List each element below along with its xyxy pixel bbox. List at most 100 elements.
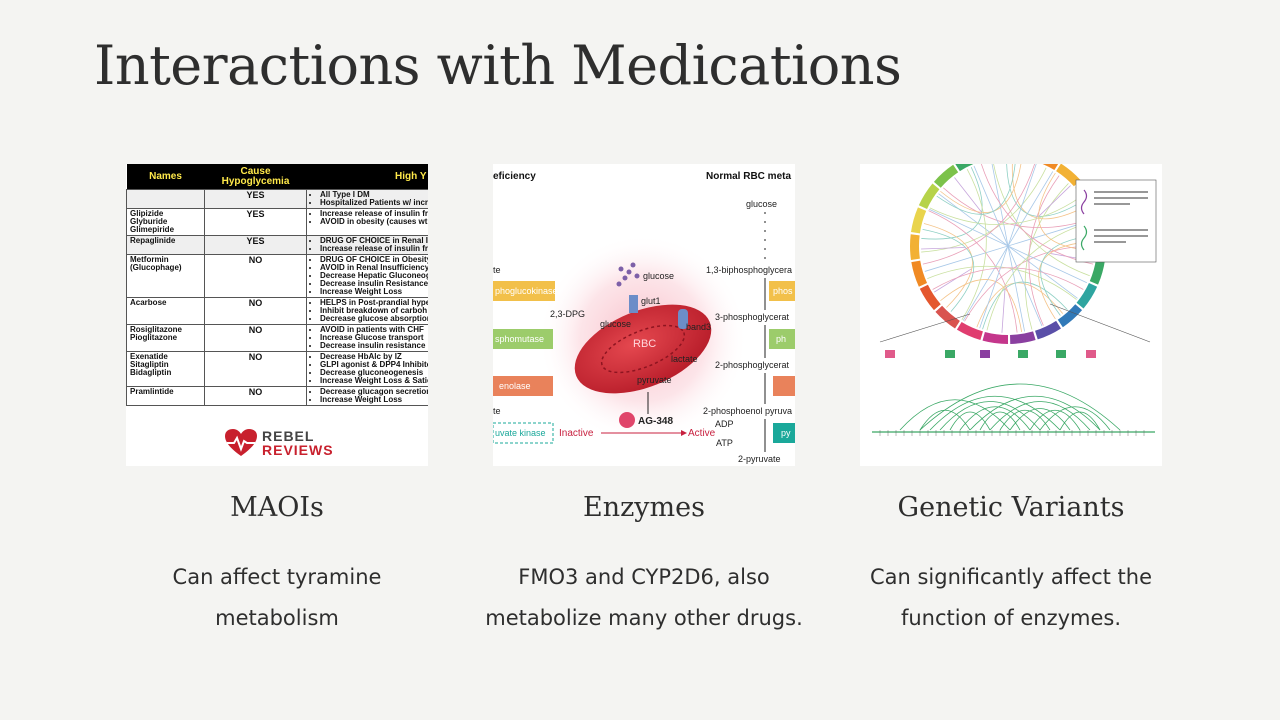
high-yield-note: Increase Weight Loss & Satie [320,377,428,385]
interaction-link [961,168,987,320]
zoom-line-left [879,313,971,343]
linkage-arc [979,411,1021,431]
interaction-link [936,164,1016,215]
card-maois: Names Cause Hypoglycemia High Y YESAll T… [126,164,428,639]
genetic-circos-image [860,164,1162,466]
chromosome-ticks [879,430,1145,436]
card-title-enzymes: Enzymes [582,492,705,523]
active-label: Active [688,428,716,439]
high-yield-note: Increase Weight Loss [320,288,425,296]
chromosome-segment [933,164,959,188]
left-enzyme-boxes: phoglucokinase sphomutase enolase uvate … [493,281,558,444]
interaction-link [940,279,1023,332]
table-row: YESAll Type I DMHospitalized Patients w/… [126,189,428,209]
glucose-molecules [616,262,640,287]
enzyme-box-label: sphomutase [495,334,544,344]
chromosome-segment [1089,258,1106,285]
high-yield-note: Decrease Hepatic Gluconeog [320,272,428,280]
gene-marker [1056,350,1066,358]
table-header-row: Names Cause Hypoglycemia High Y [126,164,428,190]
side-box-label: ph [776,334,786,344]
interaction-link [922,229,975,312]
desc-line: FMO3 and CYP2D6, also [518,565,770,589]
card-enzymes: eficiency Normal RBC meta glucose 1,3-bi… [485,164,803,639]
enzyme-box-label: uvate kinase [495,428,546,438]
high-yield-note: Decrease glucose absorption [320,315,428,323]
chromosome-segment [1056,164,1081,187]
interaction-link [928,210,1018,333]
hypoglycemia-cell: NO [204,324,307,352]
high-yield-note: AVOID in obesity (causes wt g [320,218,428,226]
high-yield-note: GLPI agonist & DPP4 Inhibitor [320,361,428,369]
card-title-maois: MAOIs [230,492,324,523]
dpg-label: 2,3-DPG [550,309,585,319]
high-yield-cell: AVOID in patients with CHFIncrease Gluco… [306,324,428,352]
gene-marker [945,350,955,358]
drug-names-cell: Metformin (Glucophage) [126,254,205,298]
rbc-label: RBC [633,338,656,350]
pathway-step: 2-phosphoenol pyruva [703,406,792,416]
interaction-link [986,221,1092,331]
high-yield-cell: Increase release of insulin frAVOID in o… [306,208,428,236]
chromosome-segment [911,260,928,287]
legend-text-lines [1094,191,1148,243]
drug-table: Names Cause Hypoglycemia High Y YESAll T… [126,164,428,406]
header-left: eficiency [493,171,536,182]
linkage-arc [949,411,991,431]
card-desc-maois: Can affect tyramine metabolism [126,557,428,639]
chromosome-segment [1057,304,1083,328]
pathway-step: 2-phosphoglycerat [715,360,790,370]
linkage-arc [1029,410,1081,431]
interaction-link [927,265,1077,300]
pyruvate-label: pyruvate [637,375,672,385]
high-yield-note: Increase Glucose transport [320,334,425,342]
table-row: Rosiglitazone PioglitazoneNOAVOID in pat… [126,324,428,352]
high-yield-note: Increase release of insulin fr [320,210,428,218]
drug-icon [619,412,635,428]
header-names: Names [126,164,205,190]
pathway-step: glucose [746,199,777,209]
chromosome-segment [982,331,1008,344]
chromosome-segment [1042,164,1059,171]
interaction-link [1039,185,1071,216]
drug-names-cell: Rosiglitazone Pioglitazone [126,324,205,352]
lactate-label: lactate [671,354,698,364]
band3-label: band3 [686,322,711,332]
high-yield-note: Decrease insulin Resistance [320,280,428,288]
legend-box [1075,179,1157,263]
circos-plot-svg [872,164,1157,436]
inside-glucose-label: glucose [600,319,631,329]
table-row: PramlintideNODecrease glucagon secretion… [126,386,428,406]
heart-pulse-icon [225,429,257,456]
chromosome-segment [955,164,974,172]
desc-line: metabolism [215,606,339,630]
header-high-yield: High Y [306,164,428,190]
high-yield-note: DRUG OF CHOICE in Renal Insu [320,237,428,245]
side-box-label: py [781,428,791,438]
linkage-arc [969,396,1101,431]
chromosome-segment [935,305,960,329]
chromosome-segment [919,284,941,311]
drug-names-cell [126,189,205,209]
drug-label: AG-348 [638,416,673,427]
atp-label: ATP [716,438,733,448]
interaction-links [921,164,1096,333]
rbc-metabolism-diagram: eficiency Normal RBC meta glucose 1,3-bi… [493,164,795,466]
hypoglycemia-cell: NO [204,254,307,298]
pathway-right: glucose 1,3-biphosphoglycera 3-phosphogl… [703,199,792,464]
card-genetic-variants: Genetic Variants Can significantly affec… [860,164,1162,639]
hypoglycemia-cell: YES [204,208,307,236]
high-yield-cell: Decrease glucagon secretionIncrease Weig… [306,386,428,406]
interaction-link [922,164,1036,265]
high-yield-cell: HELPS in Post-prandial hypergInhibit bre… [306,297,428,325]
drug-names-cell: Pramlintide [126,386,205,406]
drug-names-cell: Glipizide Glyburide Glimepiride [126,208,205,236]
gene-marker [885,350,895,358]
left-label: te [493,265,501,275]
drug-names-cell: Exenatide Sitagliptin Bidagliptin [126,351,205,387]
header-right: Normal RBC meta [706,171,791,182]
header-cause: Cause Hypoglycemia [204,164,307,190]
table-row: AcarboseNOHELPS in Post-prandial hypergI… [126,297,428,325]
glut1-label: glut1 [641,296,661,306]
adp-label: ADP [715,419,734,429]
